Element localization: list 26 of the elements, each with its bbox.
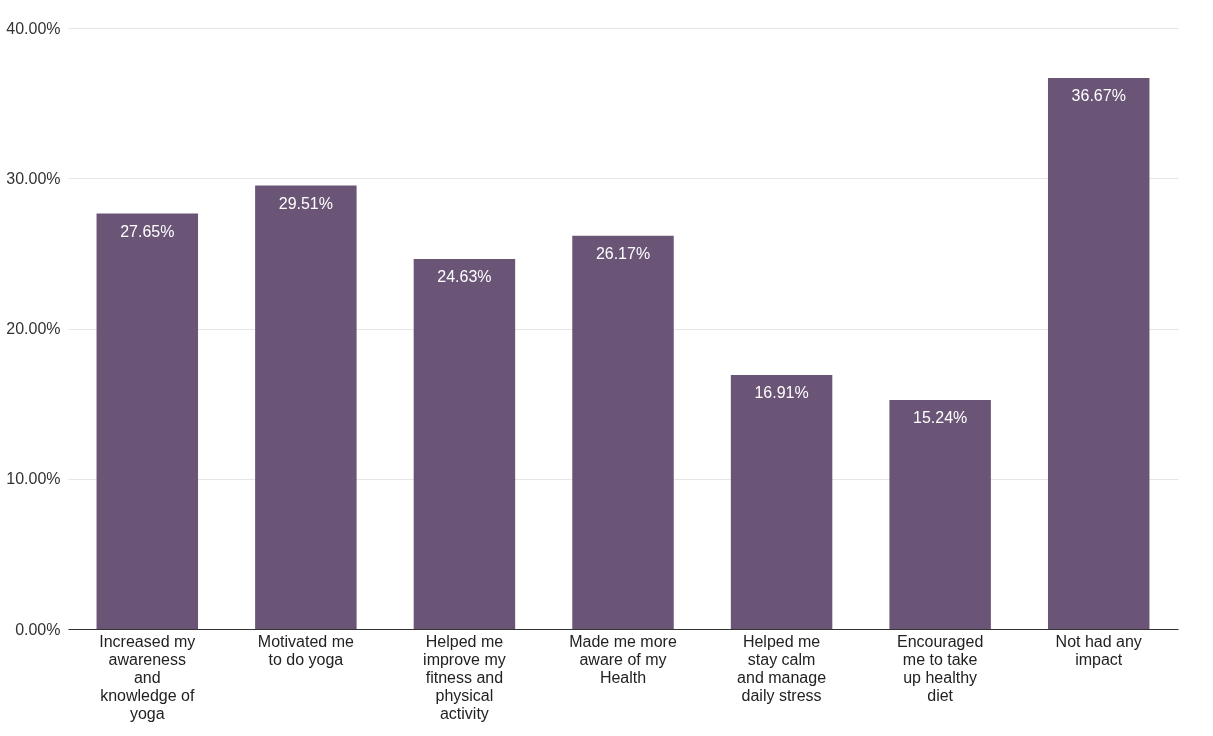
x-tick-label: Made me more aware of my Health — [569, 632, 677, 686]
bar — [255, 185, 357, 629]
x-tick-label: Encouraged me to take up healthy diet — [896, 632, 984, 704]
x-tick-label: Helped me stay calm and manage daily stress — [737, 632, 827, 704]
bar — [96, 213, 199, 629]
bar — [1047, 78, 1150, 629]
y-tick-label: 20.00% — [6, 320, 61, 337]
bar — [413, 258, 516, 629]
x-tick-label: Not had any impact — [1055, 632, 1142, 668]
data-label: 26.17% — [595, 244, 651, 262]
data-label: 27.65% — [120, 222, 175, 240]
bar — [889, 400, 991, 629]
x-tick-label: Motivated me to do yoga — [257, 632, 354, 668]
data-label: 36.67% — [1071, 87, 1126, 105]
y-tick-label: 10.00% — [6, 470, 61, 488]
data-label: 16.91% — [754, 383, 809, 401]
y-tick-label: 0.00% — [15, 620, 61, 638]
data-label: 24.63% — [437, 267, 492, 285]
data-label: 29.51% — [278, 194, 333, 212]
x-tick-label: Helped me improve my fitness and physical activity — [423, 632, 506, 722]
y-tick-label: 40.00% — [6, 19, 61, 37]
data-label: 15.24% — [913, 409, 968, 427]
y-tick-label: 30.00% — [6, 169, 61, 187]
bar — [730, 374, 833, 629]
bar — [572, 235, 674, 629]
x-tick-label: Increased my awareness and knowledge of yoga — [99, 632, 196, 722]
